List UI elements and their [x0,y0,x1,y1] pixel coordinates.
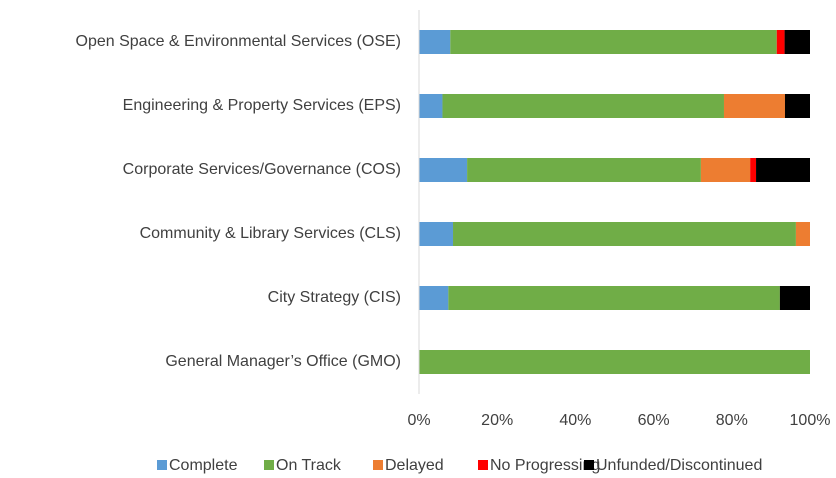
legend-swatch [584,460,594,470]
bar-segment [448,286,780,310]
bar-segment [776,30,785,54]
bar-segment [419,158,468,182]
legend-label: No Progressing [490,457,600,474]
legend-label: On Track [276,457,342,474]
bar-segment [442,94,724,118]
bar-segment [779,286,810,310]
legend-swatch [264,460,274,470]
bar-segment [419,286,449,310]
bar-segment [419,94,443,118]
bar-segment [467,158,701,182]
bar-segment [750,158,757,182]
x-tick-label: 100% [790,412,831,429]
y-tick-label: Open Space & Environmental Services (OSE… [76,33,401,50]
x-tick-label: 40% [559,412,591,429]
bar-segment [453,222,796,246]
bar-segment [756,158,810,182]
x-tick-label: 0% [407,412,430,429]
legend-label: Delayed [385,457,444,474]
legend-label: Unfunded/Discontinued [596,457,762,474]
y-tick-label: Corporate Services/Governance (COS) [123,161,401,178]
legend-swatch [157,460,167,470]
legend-label: Complete [169,457,238,474]
x-tick-label: 80% [716,412,748,429]
y-tick-label: General Manager’s Office (GMO) [165,353,401,370]
y-tick-label: Engineering & Property Services (EPS) [123,97,401,114]
y-tick-label: City Strategy (CIS) [268,289,401,306]
y-tick-label: Community & Library Services (CLS) [140,225,401,242]
bar-segment [419,30,451,54]
legend-swatch [478,460,488,470]
bar-segment [450,30,777,54]
bar-segment [723,94,785,118]
bar-segment [784,30,810,54]
x-tick-label: 20% [481,412,513,429]
bar-segment [784,94,810,118]
bar-segment [700,158,751,182]
x-tick-label: 60% [638,412,670,429]
legend-swatch [373,460,383,470]
bar-segment [795,222,810,246]
bar-segment [419,222,454,246]
bar-segment [419,350,810,374]
